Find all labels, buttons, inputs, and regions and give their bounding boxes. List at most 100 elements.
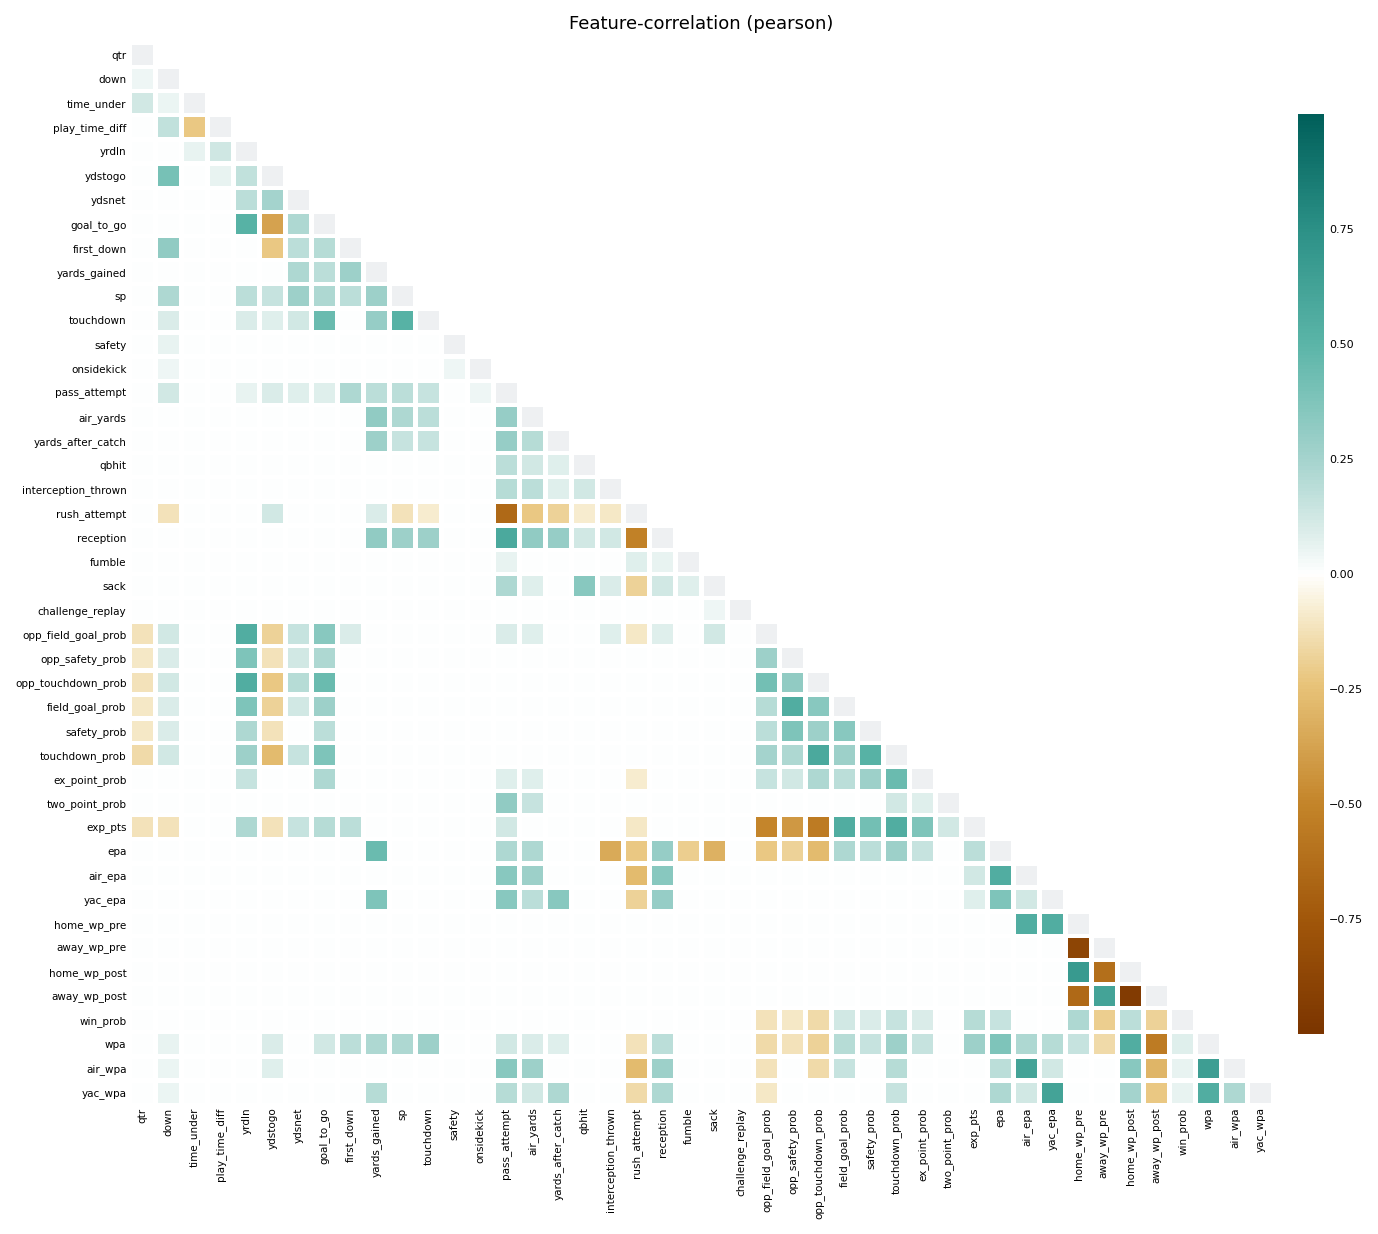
- Bar: [1120, 1011, 1141, 1030]
- Bar: [418, 624, 440, 644]
- Bar: [236, 142, 258, 162]
- Bar: [886, 721, 907, 740]
- Bar: [1094, 1034, 1115, 1054]
- Bar: [340, 842, 361, 861]
- Bar: [209, 938, 232, 958]
- Bar: [418, 528, 440, 548]
- Bar: [652, 745, 674, 765]
- Bar: [132, 673, 153, 692]
- Bar: [391, 673, 413, 692]
- Bar: [1197, 793, 1220, 813]
- Bar: [1120, 311, 1141, 331]
- Bar: [704, 263, 725, 283]
- Bar: [965, 503, 985, 523]
- Bar: [678, 431, 699, 450]
- Bar: [626, 865, 648, 885]
- Bar: [1042, 890, 1064, 909]
- Bar: [522, 383, 543, 402]
- Bar: [965, 600, 985, 619]
- Bar: [1016, 142, 1038, 162]
- Bar: [834, 503, 856, 523]
- Bar: [757, 793, 777, 813]
- Bar: [288, 1011, 309, 1030]
- Bar: [1146, 842, 1167, 861]
- Bar: [704, 673, 725, 692]
- Bar: [965, 311, 985, 331]
- Bar: [157, 938, 179, 958]
- Bar: [626, 1011, 648, 1030]
- Bar: [522, 648, 543, 668]
- Bar: [730, 865, 751, 885]
- Bar: [209, 359, 232, 379]
- Bar: [262, 69, 282, 89]
- Bar: [1146, 914, 1167, 934]
- Bar: [938, 117, 959, 137]
- Bar: [288, 938, 309, 958]
- Bar: [444, 359, 466, 379]
- Bar: [262, 407, 282, 427]
- Bar: [938, 721, 959, 740]
- Bar: [314, 793, 335, 813]
- Bar: [989, 673, 1011, 692]
- Bar: [1042, 865, 1064, 885]
- Bar: [1016, 576, 1038, 596]
- Bar: [470, 552, 491, 571]
- Bar: [1250, 263, 1272, 283]
- Bar: [781, 1082, 803, 1102]
- Bar: [1016, 745, 1038, 765]
- Bar: [599, 938, 621, 958]
- Bar: [912, 865, 933, 885]
- Bar: [1042, 842, 1064, 861]
- Bar: [522, 793, 543, 813]
- Bar: [989, 648, 1011, 668]
- Bar: [548, 890, 569, 909]
- Bar: [183, 503, 205, 523]
- Bar: [1068, 190, 1090, 210]
- Bar: [704, 190, 725, 210]
- Bar: [496, 94, 517, 114]
- Bar: [470, 624, 491, 644]
- Bar: [1016, 938, 1038, 958]
- Bar: [183, 142, 205, 162]
- Bar: [157, 793, 179, 813]
- Bar: [1068, 673, 1090, 692]
- Bar: [704, 69, 725, 89]
- Bar: [236, 624, 258, 644]
- Bar: [157, 455, 179, 475]
- Bar: [808, 745, 830, 765]
- Bar: [860, 431, 882, 450]
- Bar: [678, 769, 699, 789]
- Bar: [183, 190, 205, 210]
- Bar: [262, 431, 282, 450]
- Bar: [989, 1034, 1011, 1054]
- Bar: [1146, 238, 1167, 258]
- Bar: [183, 528, 205, 548]
- Bar: [132, 842, 153, 861]
- Bar: [236, 263, 258, 283]
- Bar: [860, 334, 882, 354]
- Bar: [444, 503, 466, 523]
- Bar: [288, 359, 309, 379]
- Bar: [678, 890, 699, 909]
- Bar: [183, 1011, 205, 1030]
- Bar: [132, 69, 153, 89]
- Bar: [365, 94, 387, 114]
- Bar: [522, 745, 543, 765]
- Bar: [1197, 165, 1220, 185]
- Bar: [236, 94, 258, 114]
- Bar: [573, 745, 595, 765]
- Bar: [1094, 480, 1115, 500]
- Bar: [1120, 190, 1141, 210]
- Bar: [548, 94, 569, 114]
- Bar: [704, 1011, 725, 1030]
- Bar: [262, 817, 282, 837]
- Bar: [599, 69, 621, 89]
- Bar: [1094, 552, 1115, 571]
- Bar: [1173, 383, 1193, 402]
- Bar: [989, 190, 1011, 210]
- Bar: [989, 286, 1011, 306]
- Bar: [965, 963, 985, 982]
- Bar: [938, 963, 959, 982]
- Bar: [496, 697, 517, 717]
- Bar: [1224, 286, 1246, 306]
